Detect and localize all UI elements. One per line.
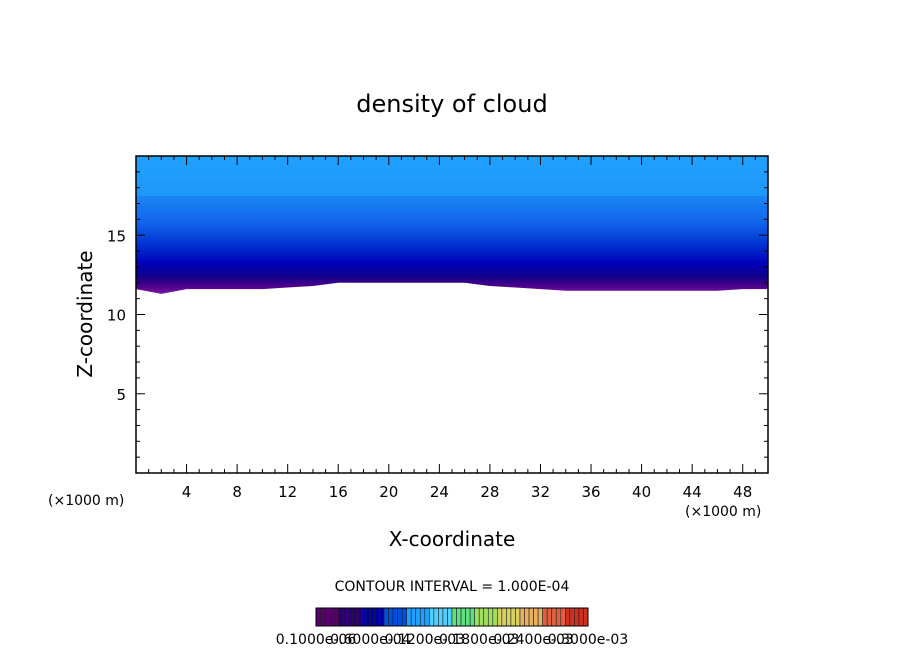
x-tick-label: 12	[278, 483, 297, 501]
colorbar-swatch	[419, 607, 426, 627]
x-tick-label: 36	[581, 483, 600, 501]
colorbar-swatch	[401, 607, 407, 627]
colorbar-swatch	[583, 607, 589, 627]
colorbar-swatch	[320, 607, 326, 627]
x-tick-label: 40	[632, 483, 651, 501]
colorbar-swatch	[361, 607, 367, 627]
colorbar-label: 0.1800e-03	[439, 632, 519, 648]
colorbar-labels: 0.1000e-060.6000e-040.1200e-030.1800e-03…	[276, 632, 628, 648]
colorbar-swatch	[478, 607, 485, 627]
colorbar-swatch	[551, 607, 557, 627]
colorbar-swatch	[578, 607, 584, 627]
colorbar-swatch	[465, 607, 471, 627]
colorbar-swatch	[474, 607, 480, 627]
x-tick-label: 4	[182, 483, 192, 501]
colorbar-swatch	[487, 607, 494, 627]
colorbar-swatch	[510, 607, 516, 627]
colorbar-swatch	[501, 607, 507, 627]
colorbar-swatch	[383, 607, 389, 627]
colorbar-swatch	[374, 607, 380, 627]
x-tick-label: 8	[232, 483, 242, 501]
colorbar-swatch	[574, 607, 580, 627]
x-tick-label: 48	[733, 483, 752, 501]
colorbar-frame	[315, 607, 589, 627]
colorbar-swatch	[451, 607, 457, 627]
colorbar-swatch	[410, 607, 417, 627]
colorbar-swatch	[342, 607, 349, 627]
colorbar-label: 0.1200e-03	[385, 632, 465, 648]
x-unit-left: (×1000 m)	[48, 493, 124, 509]
y-tick-label: 15	[107, 227, 126, 245]
colorbar-swatch	[388, 607, 394, 627]
colorbar-swatch	[356, 607, 362, 627]
colorbar-swatch	[492, 607, 498, 627]
colorbar-swatch	[433, 607, 439, 627]
colorbar-swatch	[483, 607, 489, 627]
colorbar-label: 0.6000e-04	[330, 632, 411, 648]
colorbar-swatch	[379, 607, 385, 627]
x-tick-label: 32	[531, 483, 550, 501]
x-tick-label: 24	[430, 483, 449, 501]
colorbar-swatch	[528, 607, 534, 627]
x-axis-title: X-coordinate	[389, 527, 516, 551]
y-tick-label: 10	[107, 307, 126, 325]
colorbar-swatch	[569, 607, 575, 627]
colorbar-swatch	[537, 607, 543, 627]
x-tick-label: 20	[379, 483, 398, 501]
cloud-upper-band	[136, 156, 768, 196]
colorbar-label: 0.1000e-06	[276, 632, 357, 648]
y-tick-label: 5	[116, 386, 126, 404]
colorbar-swatch	[370, 607, 376, 627]
colorbar-swatch	[338, 607, 344, 627]
colorbar-swatch	[506, 607, 512, 627]
colorbar-swatch	[415, 607, 421, 627]
colorbar-swatch	[333, 607, 339, 627]
colorbar-swatch	[546, 607, 553, 627]
colorbar-swatch	[542, 607, 548, 627]
x-axis-ticks: 4 8 12 16 20 24 28 32 36 40 44 48	[148, 156, 756, 501]
colorbar-swatch	[424, 607, 430, 627]
colorbar-swatch	[442, 607, 448, 627]
colorbar-swatch	[515, 607, 521, 627]
colorbar-swatch	[438, 607, 444, 627]
colorbar-swatch	[565, 607, 571, 627]
contour-interval-label: CONTOUR INTERVAL = 1.000E-04	[335, 579, 570, 595]
x-tick-label: 16	[329, 483, 348, 501]
colorbar-swatch	[406, 607, 412, 627]
x-unit-right: (×1000 m)	[685, 504, 761, 520]
colorbar-swatch	[460, 607, 466, 627]
y-axis-title: Z-coordinate	[73, 250, 97, 377]
colorbar-swatch	[447, 607, 453, 627]
x-tick-label: 44	[683, 483, 702, 501]
colorbar-swatch	[324, 607, 330, 627]
x-tick-label: 28	[480, 483, 499, 501]
colorbar-swatch	[347, 607, 353, 627]
colorbar-swatch	[497, 607, 503, 627]
colorbar-swatch	[533, 607, 539, 627]
colorbar-swatch	[555, 607, 562, 627]
colorbar-swatch	[392, 607, 398, 627]
colorbar-swatch	[397, 607, 403, 627]
colorbar-swatch	[365, 607, 371, 627]
colorbar-swatch	[519, 607, 525, 627]
colorbar-swatch	[560, 607, 566, 627]
colorbar-label: 0.3000e-03	[548, 632, 628, 648]
colorbar-label: 0.2400e-03	[493, 632, 573, 648]
chart-title: density of cloud	[356, 90, 547, 118]
colorbar-swatch	[429, 607, 435, 627]
colorbar-swatch	[469, 607, 475, 627]
colorbar-swatch	[329, 607, 335, 627]
colorbar-swatch	[315, 607, 321, 627]
colorbar	[315, 607, 589, 627]
colorbar-swatch	[456, 607, 462, 627]
y-axis-ticks: 5 10 15	[107, 171, 768, 458]
colorbar-swatch	[351, 607, 358, 627]
colorbar-swatch	[524, 607, 530, 627]
